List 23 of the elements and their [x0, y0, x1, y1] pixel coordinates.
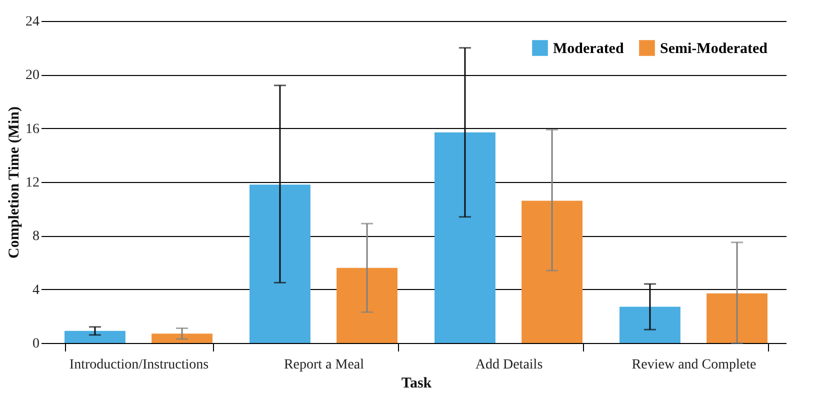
y-axis-title: Completion Time (Min) [6, 106, 22, 258]
y-tick-label: 24 [26, 14, 40, 30]
y-tick-label: 4 [32, 282, 40, 298]
bar [706, 293, 768, 343]
y-tick-label: 0 [32, 336, 40, 352]
y-tick-label: 20 [26, 68, 40, 84]
bar [434, 132, 496, 343]
y-tick-label: 16 [26, 122, 40, 137]
x-tick-label: Introduction/Instructions [69, 358, 209, 372]
x-tick-label: Add Details [475, 358, 543, 372]
y-tick-label: 8 [32, 229, 40, 244]
bar [522, 200, 582, 343]
legend-label: Moderated [553, 41, 624, 57]
bar [250, 184, 310, 343]
x-axis-title: Task [401, 376, 432, 392]
bar [64, 330, 126, 343]
bar [620, 306, 680, 343]
legend-label: Semi-Moderated [660, 41, 768, 57]
bar [336, 268, 398, 343]
y-tick-label: 12 [26, 176, 40, 190]
x-tick-label: Report a Meal [284, 358, 364, 372]
bar [152, 334, 212, 343]
x-tick-label: Review and Complete [632, 358, 756, 372]
